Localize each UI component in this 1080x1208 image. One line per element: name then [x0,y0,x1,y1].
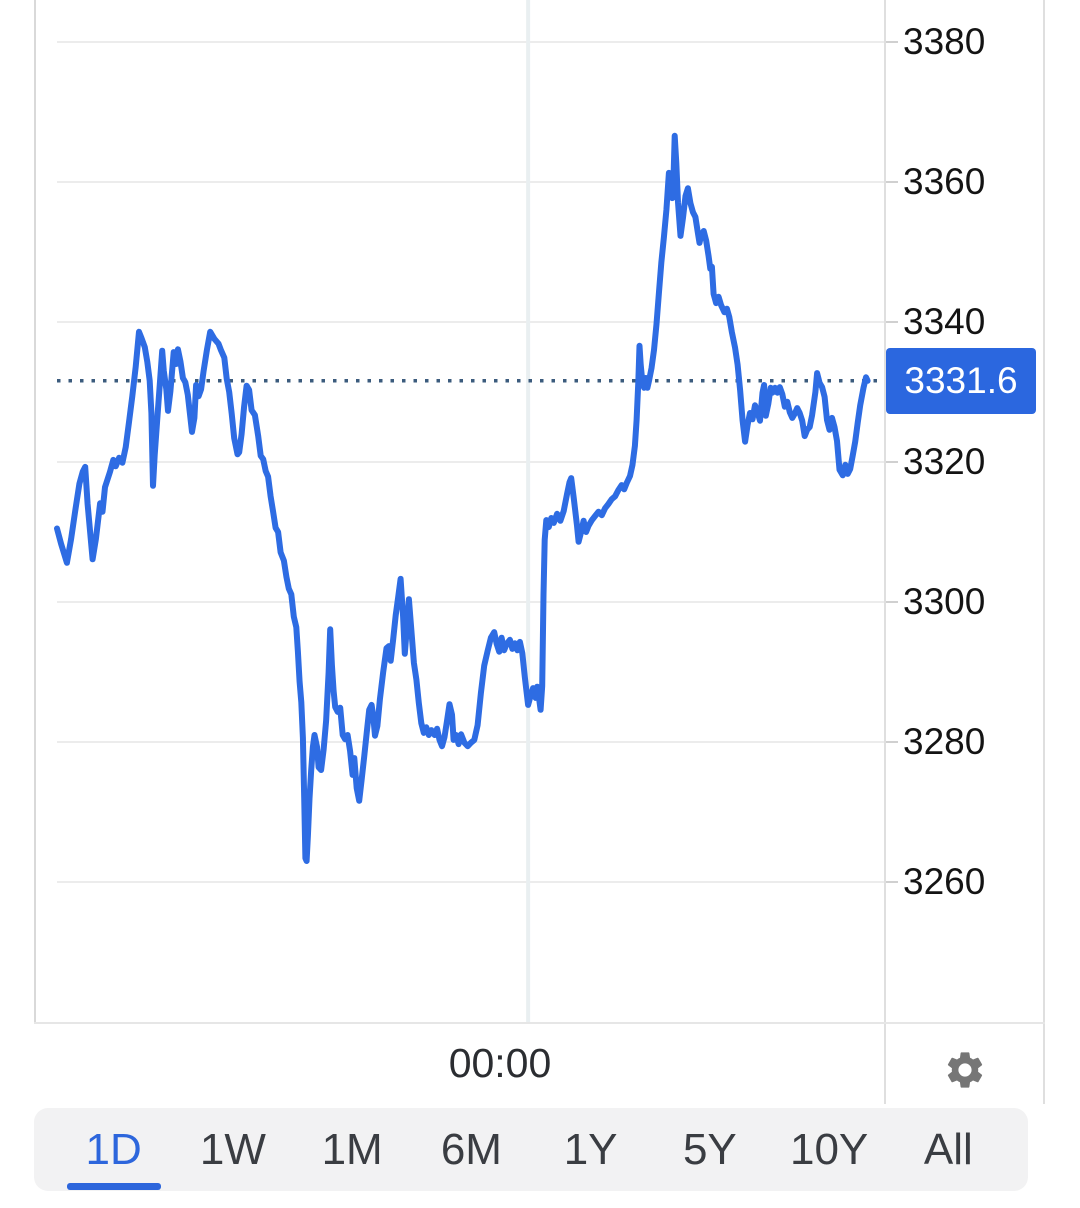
screen-right-border [1043,0,1045,1104]
price-line-series [54,132,871,864]
range-tab-1d[interactable]: 1D [54,1108,173,1191]
range-tab-all[interactable]: All [889,1108,1008,1191]
range-tab-label: 6M [440,1124,502,1174]
range-tab-1w[interactable]: 1W [173,1108,292,1191]
price-chart-canvas[interactable] [0,0,1080,1023]
chart-left-border [34,0,36,1022]
range-tab-label: 5Y [682,1124,737,1174]
y-axis-tick-label: 3320 [903,441,986,482]
range-tab-label: 10Y [789,1124,869,1174]
range-tab-1y[interactable]: 1Y [531,1108,650,1191]
y-axis-tick-label: 3280 [903,721,986,762]
range-tab-5y[interactable]: 5Y [650,1108,769,1191]
settings-button[interactable] [941,1046,989,1094]
range-tab-bar: 1D 1W 1M 6M 1Y 5Y 10Y All [34,1108,1028,1191]
y-axis-tick-label: 3360 [903,161,986,202]
axis-separator [884,0,886,1104]
range-tab-1m[interactable]: 1M [293,1108,412,1191]
range-tab-10y[interactable]: 10Y [770,1108,889,1191]
current-price-badge: 3331.6 [886,347,1036,414]
y-axis-tick-label: 3260 [903,861,986,902]
y-axis-tick-label: 3340 [903,301,986,342]
y-axis-tick-label: 3380 [903,21,986,62]
range-tab-label: 1Y [563,1124,618,1174]
y-axis-tick-label: 3300 [903,581,986,622]
gear-icon [947,1052,983,1088]
chart-bottom-border [34,1022,1045,1024]
range-tab-6m[interactable]: 6M [412,1108,531,1191]
range-tab-label: All [923,1124,973,1174]
gridlines [57,41,898,883]
x-axis-time-label: 00:00 [448,1040,552,1086]
range-tab-label: 1W [199,1124,266,1174]
active-tab-underline [66,1183,161,1190]
range-tab-label: 1M [321,1124,383,1174]
range-tab-label: 1D [85,1124,142,1174]
